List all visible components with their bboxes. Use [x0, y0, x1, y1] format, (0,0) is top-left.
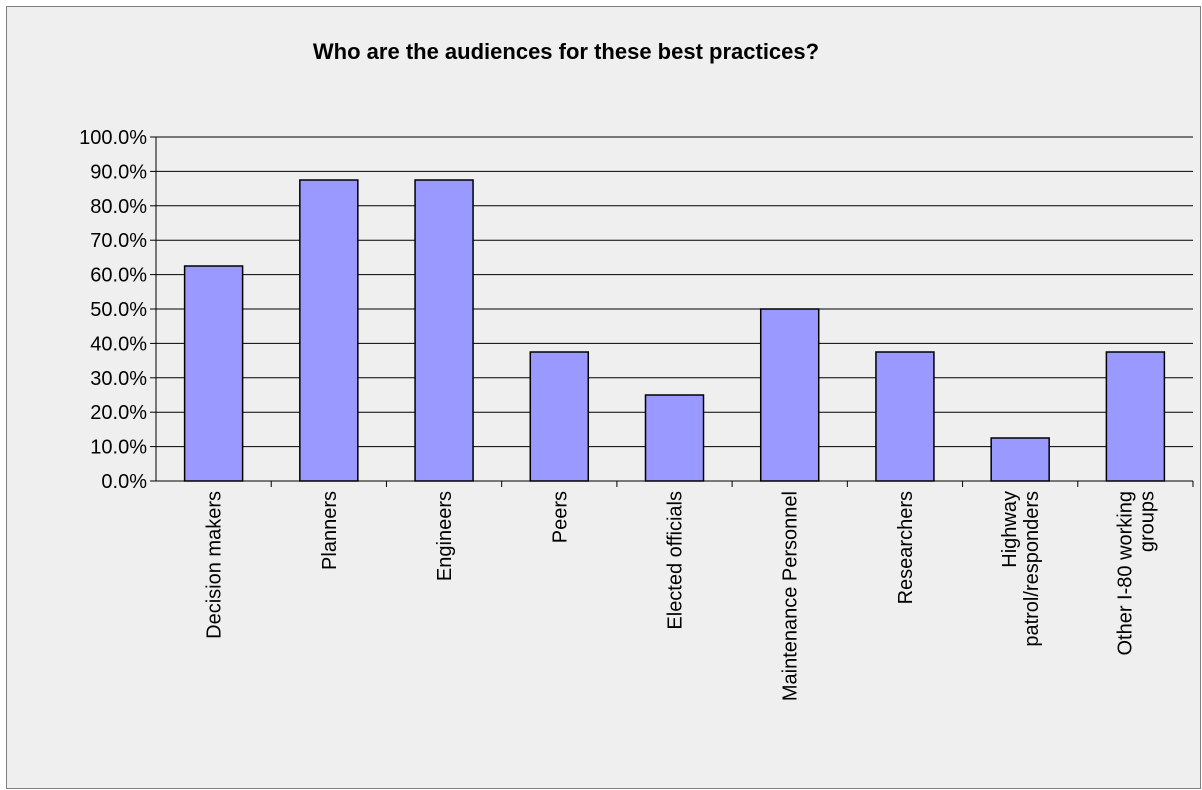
x-tick-label: Planners	[319, 491, 341, 570]
bar-highway-patrol-responders	[990, 437, 1050, 482]
x-tick-label: Elected officials	[665, 491, 687, 630]
bar-peers	[529, 351, 590, 482]
y-tick-label: 50.0%	[90, 299, 147, 321]
y-tick-labels: 0.0% 10.0% 20.0% 30.0% 40.0% 50.0% 60.0% 70.0% 8…	[79, 127, 147, 493]
bar-planners	[299, 179, 359, 482]
x-tick-label: Decision makers	[204, 491, 226, 639]
x-tick-label-line: Highway	[999, 491, 1021, 568]
x-tick-label: Peers	[549, 491, 571, 543]
y-tick-label: 0.0%	[101, 471, 147, 493]
y-tick-label: 90.0%	[90, 161, 147, 183]
x-tick-label-line: Peers	[549, 491, 571, 543]
bar-researchers	[875, 351, 935, 482]
y-tick-label: 100.0%	[79, 127, 147, 149]
bar-chart: Who are the audiences for these best pra…	[79, 39, 1194, 701]
x-tick-label-line: Maintenance Personnel	[780, 491, 802, 701]
bars	[183, 179, 1166, 482]
x-tick-label: Engineers	[434, 491, 456, 581]
x-tick-label-line: patrol/responders	[1021, 491, 1043, 647]
x-tick-label: Other I-80 working groups	[1114, 491, 1158, 656]
x-tick-label-line: groups	[1136, 491, 1158, 552]
chart-title: Who are the audiences for these best pra…	[313, 39, 819, 64]
x-tick-label-line: Elected officials	[665, 491, 687, 630]
y-tick-label: 10.0%	[90, 437, 147, 459]
bar-engineers	[414, 179, 474, 482]
x-tick-label-line: Researchers	[895, 491, 917, 604]
y-tick-label: 80.0%	[90, 196, 147, 218]
x-tick-label: Maintenance Personnel	[780, 491, 802, 701]
y-tick-label: 70.0%	[90, 230, 147, 252]
y-tick-label: 30.0%	[90, 368, 147, 390]
x-tick-labels: Decision makers Planners Engineers Peers Ele…	[204, 491, 1159, 701]
bar-decision-makers	[183, 265, 244, 482]
x-tick-label: Highway patrol/responders	[999, 491, 1043, 647]
bar-other-i-80-working-groups	[1105, 351, 1166, 482]
x-tick-label-line: Planners	[319, 491, 341, 570]
y-tick-label: 20.0%	[90, 402, 147, 424]
bar-maintenance-personnel	[759, 308, 820, 482]
chart-area: Who are the audiences for these best pra…	[6, 6, 1201, 789]
x-tick-label: Researchers	[895, 491, 917, 604]
y-tick-label: 60.0%	[90, 265, 147, 287]
x-tick-label-line: Decision makers	[204, 491, 226, 639]
bar-elected-officials	[644, 394, 705, 482]
axes	[150, 136, 1194, 487]
x-tick-label-line: Other I-80 working	[1114, 491, 1136, 656]
y-tick-label: 40.0%	[90, 333, 147, 355]
x-tick-label-line: Engineers	[434, 491, 456, 581]
